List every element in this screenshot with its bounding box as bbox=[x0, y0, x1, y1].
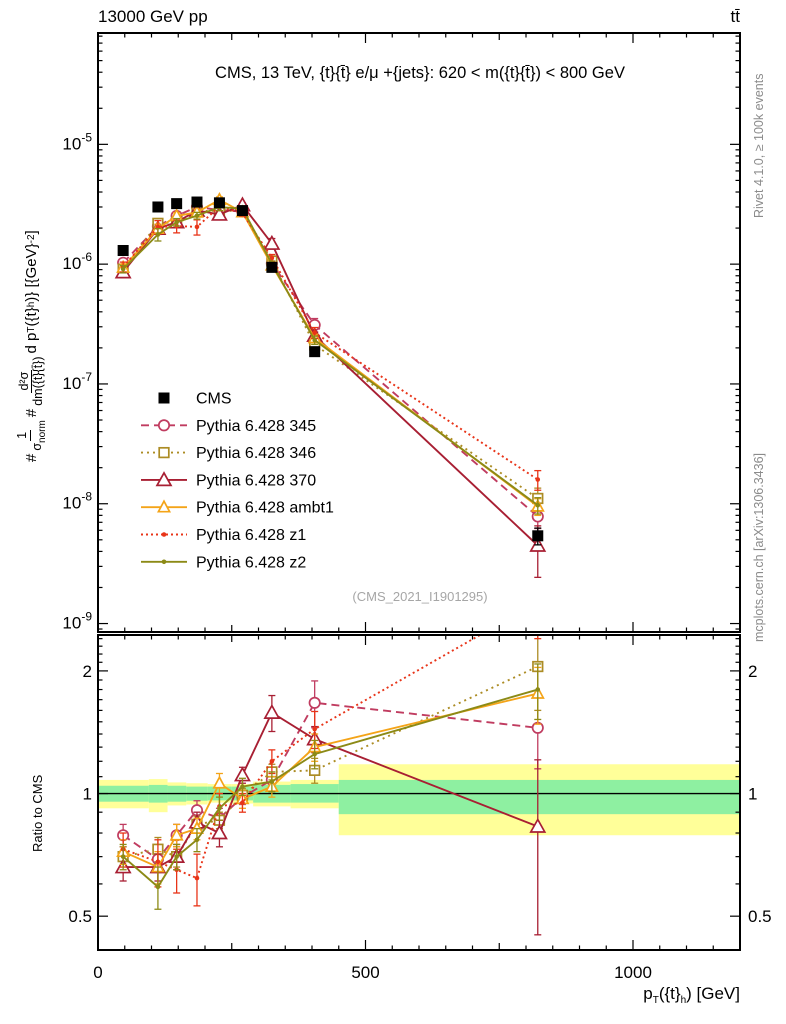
svg-text:10-5: 10-5 bbox=[62, 130, 92, 153]
svg-text:1: 1 bbox=[83, 785, 92, 804]
series-main-3 bbox=[116, 191, 545, 517]
mcplots-note: mcplots.cern.ch [arXiv:1306.3436] bbox=[752, 453, 766, 642]
cms-data-points bbox=[117, 196, 544, 546]
tick-labels: 0 500 1000 10-5 10-6 10-7 10-8 10-9 2 2 1 1 0.5 0.5 bbox=[62, 130, 771, 982]
svg-text:10-9: 10-9 bbox=[62, 610, 92, 633]
analysis-watermark: (CMS_2021_I1901295) bbox=[352, 589, 488, 604]
svg-text:Pythia 6.428 z1: Pythia 6.428 z1 bbox=[196, 527, 306, 544]
x-axis-label: pT({t}h) [GeV] bbox=[643, 984, 740, 1006]
svg-text:Pythia 6.428 346: Pythia 6.428 346 bbox=[196, 445, 316, 462]
svg-text:0.5: 0.5 bbox=[748, 907, 772, 926]
series-ratio-4 bbox=[119, 635, 542, 907]
svg-text:10-8: 10-8 bbox=[62, 490, 92, 513]
header-process: tt̄ bbox=[730, 7, 740, 26]
svg-text:0.5: 0.5 bbox=[68, 907, 92, 926]
svg-text:2: 2 bbox=[83, 662, 92, 681]
legend: CMS Pythia 6.428 345 Pythia 6.428 346 Pythi… bbox=[141, 391, 334, 571]
svg-text:0: 0 bbox=[93, 963, 102, 982]
svg-text:10-6: 10-6 bbox=[62, 250, 92, 273]
rivet-version-note: Rivet 4.1.0, ≥ 100k events bbox=[752, 73, 766, 218]
svg-text:Pythia 6.428 z2: Pythia 6.428 z2 bbox=[196, 554, 306, 571]
series-main-5 bbox=[119, 203, 542, 515]
series-main-4 bbox=[119, 202, 542, 491]
svg-text:Pythia 6.428 ambt1: Pythia 6.428 ambt1 bbox=[196, 500, 334, 517]
header-beam-energy: 13000 GeV pp bbox=[98, 7, 208, 26]
svg-text:1000: 1000 bbox=[614, 963, 652, 982]
series-ratio-5 bbox=[119, 663, 542, 910]
band-green bbox=[338, 779, 740, 815]
y-axis-label-main: #1 σnorm # d²σ dm({t}{t̄}) d p T ({t} h)} [{GeV… bbox=[15, 230, 48, 462]
y-axis-label-ratio: Ratio to CMS bbox=[30, 774, 45, 852]
svg-text:2: 2 bbox=[748, 662, 757, 681]
series-main-2 bbox=[114, 196, 547, 578]
series-main-1 bbox=[117, 205, 544, 513]
svg-text:500: 500 bbox=[351, 963, 379, 982]
axes-frames bbox=[97, 32, 741, 951]
svg-text:Pythia 6.428 370: Pythia 6.428 370 bbox=[196, 472, 316, 489]
svg-text:10-7: 10-7 bbox=[62, 370, 92, 393]
svg-text:Pythia 6.428 345: Pythia 6.428 345 bbox=[196, 418, 316, 435]
svg-text:CMS: CMS bbox=[196, 391, 232, 408]
panel-title: CMS, 13 TeV, {t}{t̄} e/μ +{jets}: 620 < … bbox=[215, 64, 625, 82]
svg-text:1: 1 bbox=[748, 785, 757, 804]
